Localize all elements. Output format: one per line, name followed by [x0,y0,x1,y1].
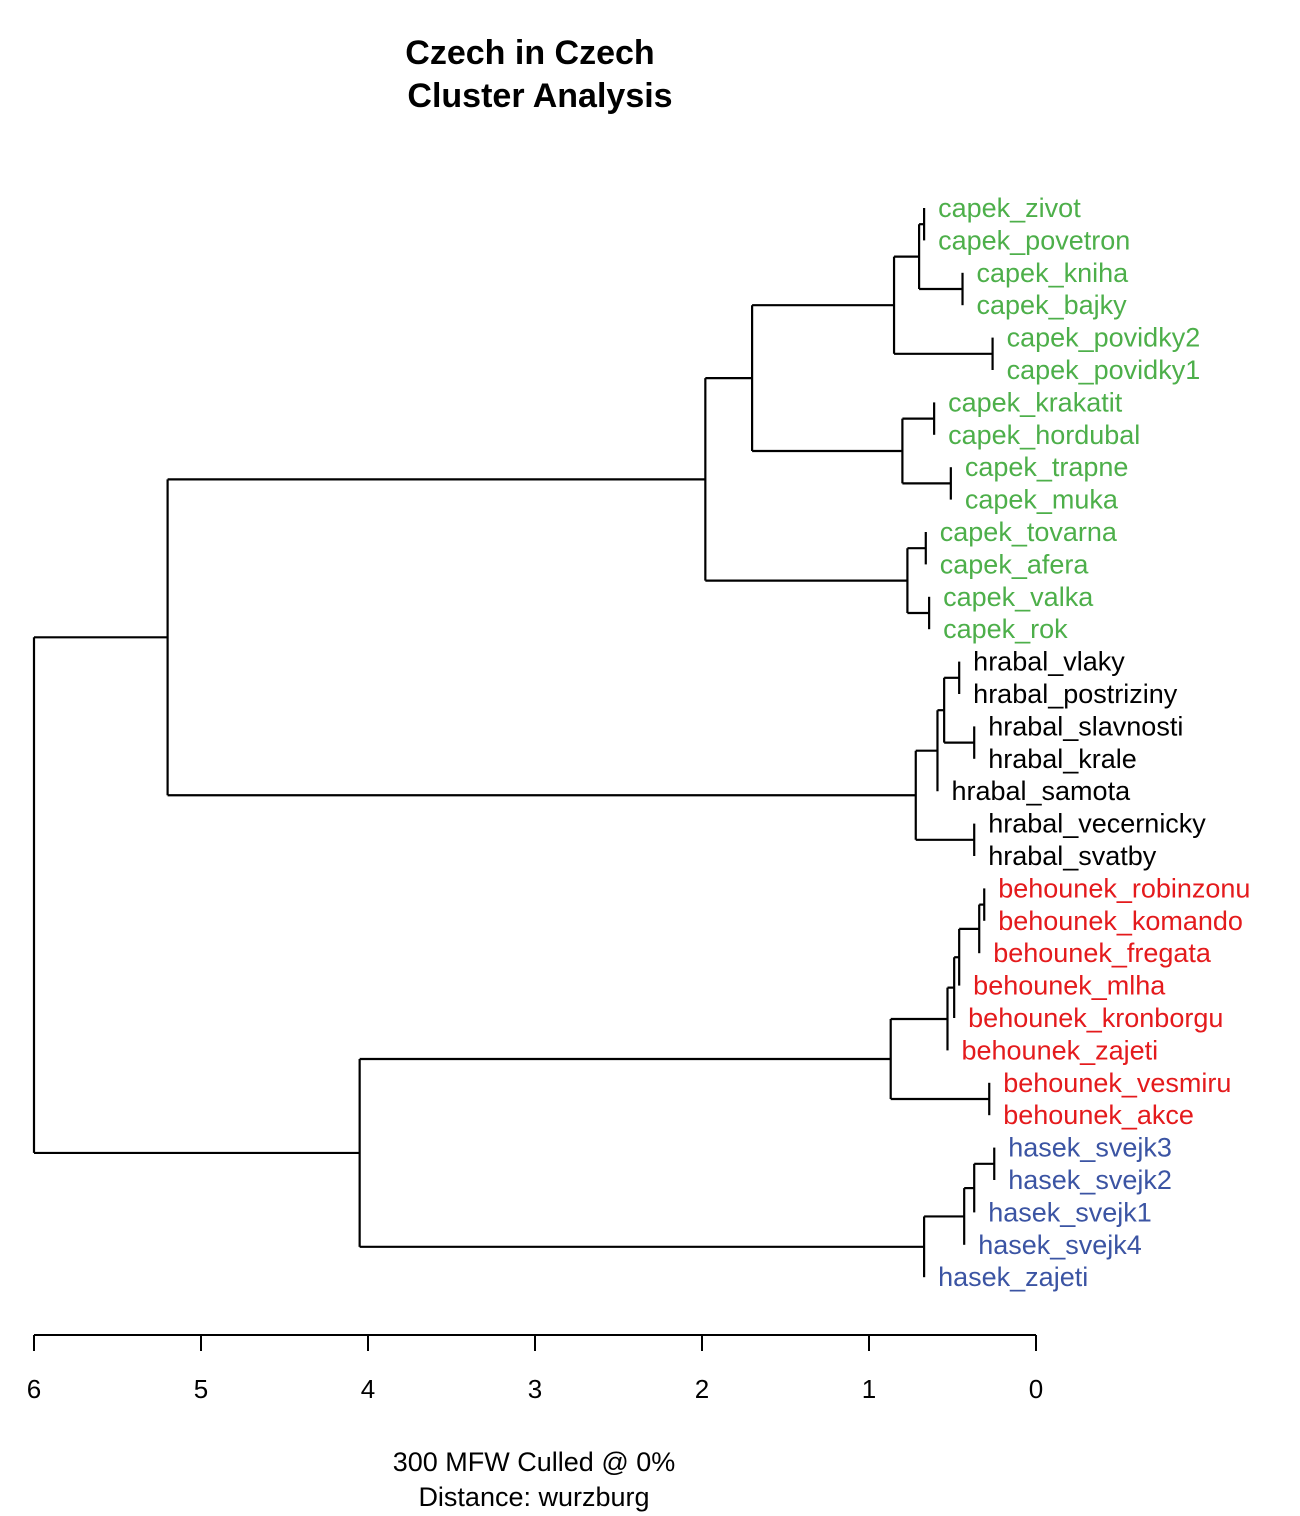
leaf-labels: capek_zivotcapek_povetroncapek_knihacape… [938,193,1250,1292]
leaf-label-hrabal-svatby: hrabal_svatby [988,841,1157,871]
leaf-label-capek-hordubal: capek_hordubal [948,420,1140,450]
x-axis-tick-label-1: 1 [862,1374,876,1404]
leaf-label-capek-rok: capek_rok [943,614,1068,644]
x-axis-ticks: 6 5 4 3 2 1 0 [27,1335,1043,1404]
x-axis-tick-label-6: 6 [27,1374,41,1404]
leaf-label-behounek-vesmiru: behounek_vesmiru [1003,1068,1231,1098]
leaf-label-hrabal-krale: hrabal_krale [988,744,1137,774]
leaf-label-hasek-svejk2: hasek_svejk2 [1008,1165,1172,1195]
leaf-label-hasek-svejk1: hasek_svejk1 [988,1197,1152,1227]
leaf-label-behounek-kronborgu: behounek_kronborgu [968,1003,1223,1033]
x-axis-tick-label-4: 4 [361,1374,375,1404]
x-axis-tick-label-3: 3 [528,1374,542,1404]
chart-title-line1: Czech in Czech [405,34,654,72]
leaf-label-behounek-komando: behounek_komando [998,906,1243,936]
leaf-label-behounek-mlha: behounek_mlha [973,971,1166,1001]
caption-mfw: 300 MFW Culled @ 0% [393,1447,676,1477]
x-axis: 6 5 4 3 2 1 0 [27,1334,1043,1404]
leaf-label-hasek-svejk3: hasek_svejk3 [1008,1133,1172,1163]
leaf-label-capek-povidky1: capek_povidky1 [1007,355,1201,385]
leaf-label-behounek-akce: behounek_akce [1003,1100,1194,1130]
leaf-label-hrabal-vecernicky: hrabal_vecernicky [988,809,1206,839]
leaf-label-hasek-svejk4: hasek_svejk4 [978,1230,1142,1260]
chart-title-line2: Cluster Analysis [407,77,672,115]
leaf-label-hrabal-postriziny: hrabal_postriziny [973,679,1178,709]
x-axis-tick-label-0: 0 [1029,1374,1043,1404]
x-axis-tick-label-5: 5 [194,1374,208,1404]
leaf-label-capek-bajky: capek_bajky [977,290,1128,320]
leaf-label-behounek-robinzonu: behounek_robinzonu [998,873,1250,903]
dendrogram-links [32,208,996,1278]
leaf-label-capek-kniha: capek_kniha [977,258,1130,288]
leaf-label-hrabal-samota: hrabal_samota [951,776,1131,806]
leaf-label-behounek-zajeti: behounek_zajeti [961,1035,1158,1065]
x-axis-tick-label-2: 2 [695,1374,709,1404]
leaf-label-capek-krakatit: capek_krakatit [948,387,1123,417]
leaf-label-capek-valka: capek_valka [943,582,1094,612]
leaf-label-capek-muka: capek_muka [965,485,1119,515]
leaf-label-capek-tovarna: capek_tovarna [940,517,1118,547]
leaf-label-hrabal-vlaky: hrabal_vlaky [973,647,1125,677]
leaf-label-capek-zivot: capek_zivot [938,193,1081,223]
leaf-label-capek-povetron: capek_povetron [938,225,1130,255]
leaf-label-capek-trapne: capek_trapne [965,452,1129,482]
caption-distance: Distance: wurzburg [418,1482,649,1512]
leaf-label-hrabal-slavnosti: hrabal_slavnosti [988,711,1183,741]
leaf-label-capek-afera: capek_afera [940,549,1090,579]
leaf-label-capek-povidky2: capek_povidky2 [1007,323,1201,353]
leaf-label-behounek-fregata: behounek_fregata [993,938,1212,968]
leaf-label-hasek-zajeti: hasek_zajeti [938,1262,1088,1292]
